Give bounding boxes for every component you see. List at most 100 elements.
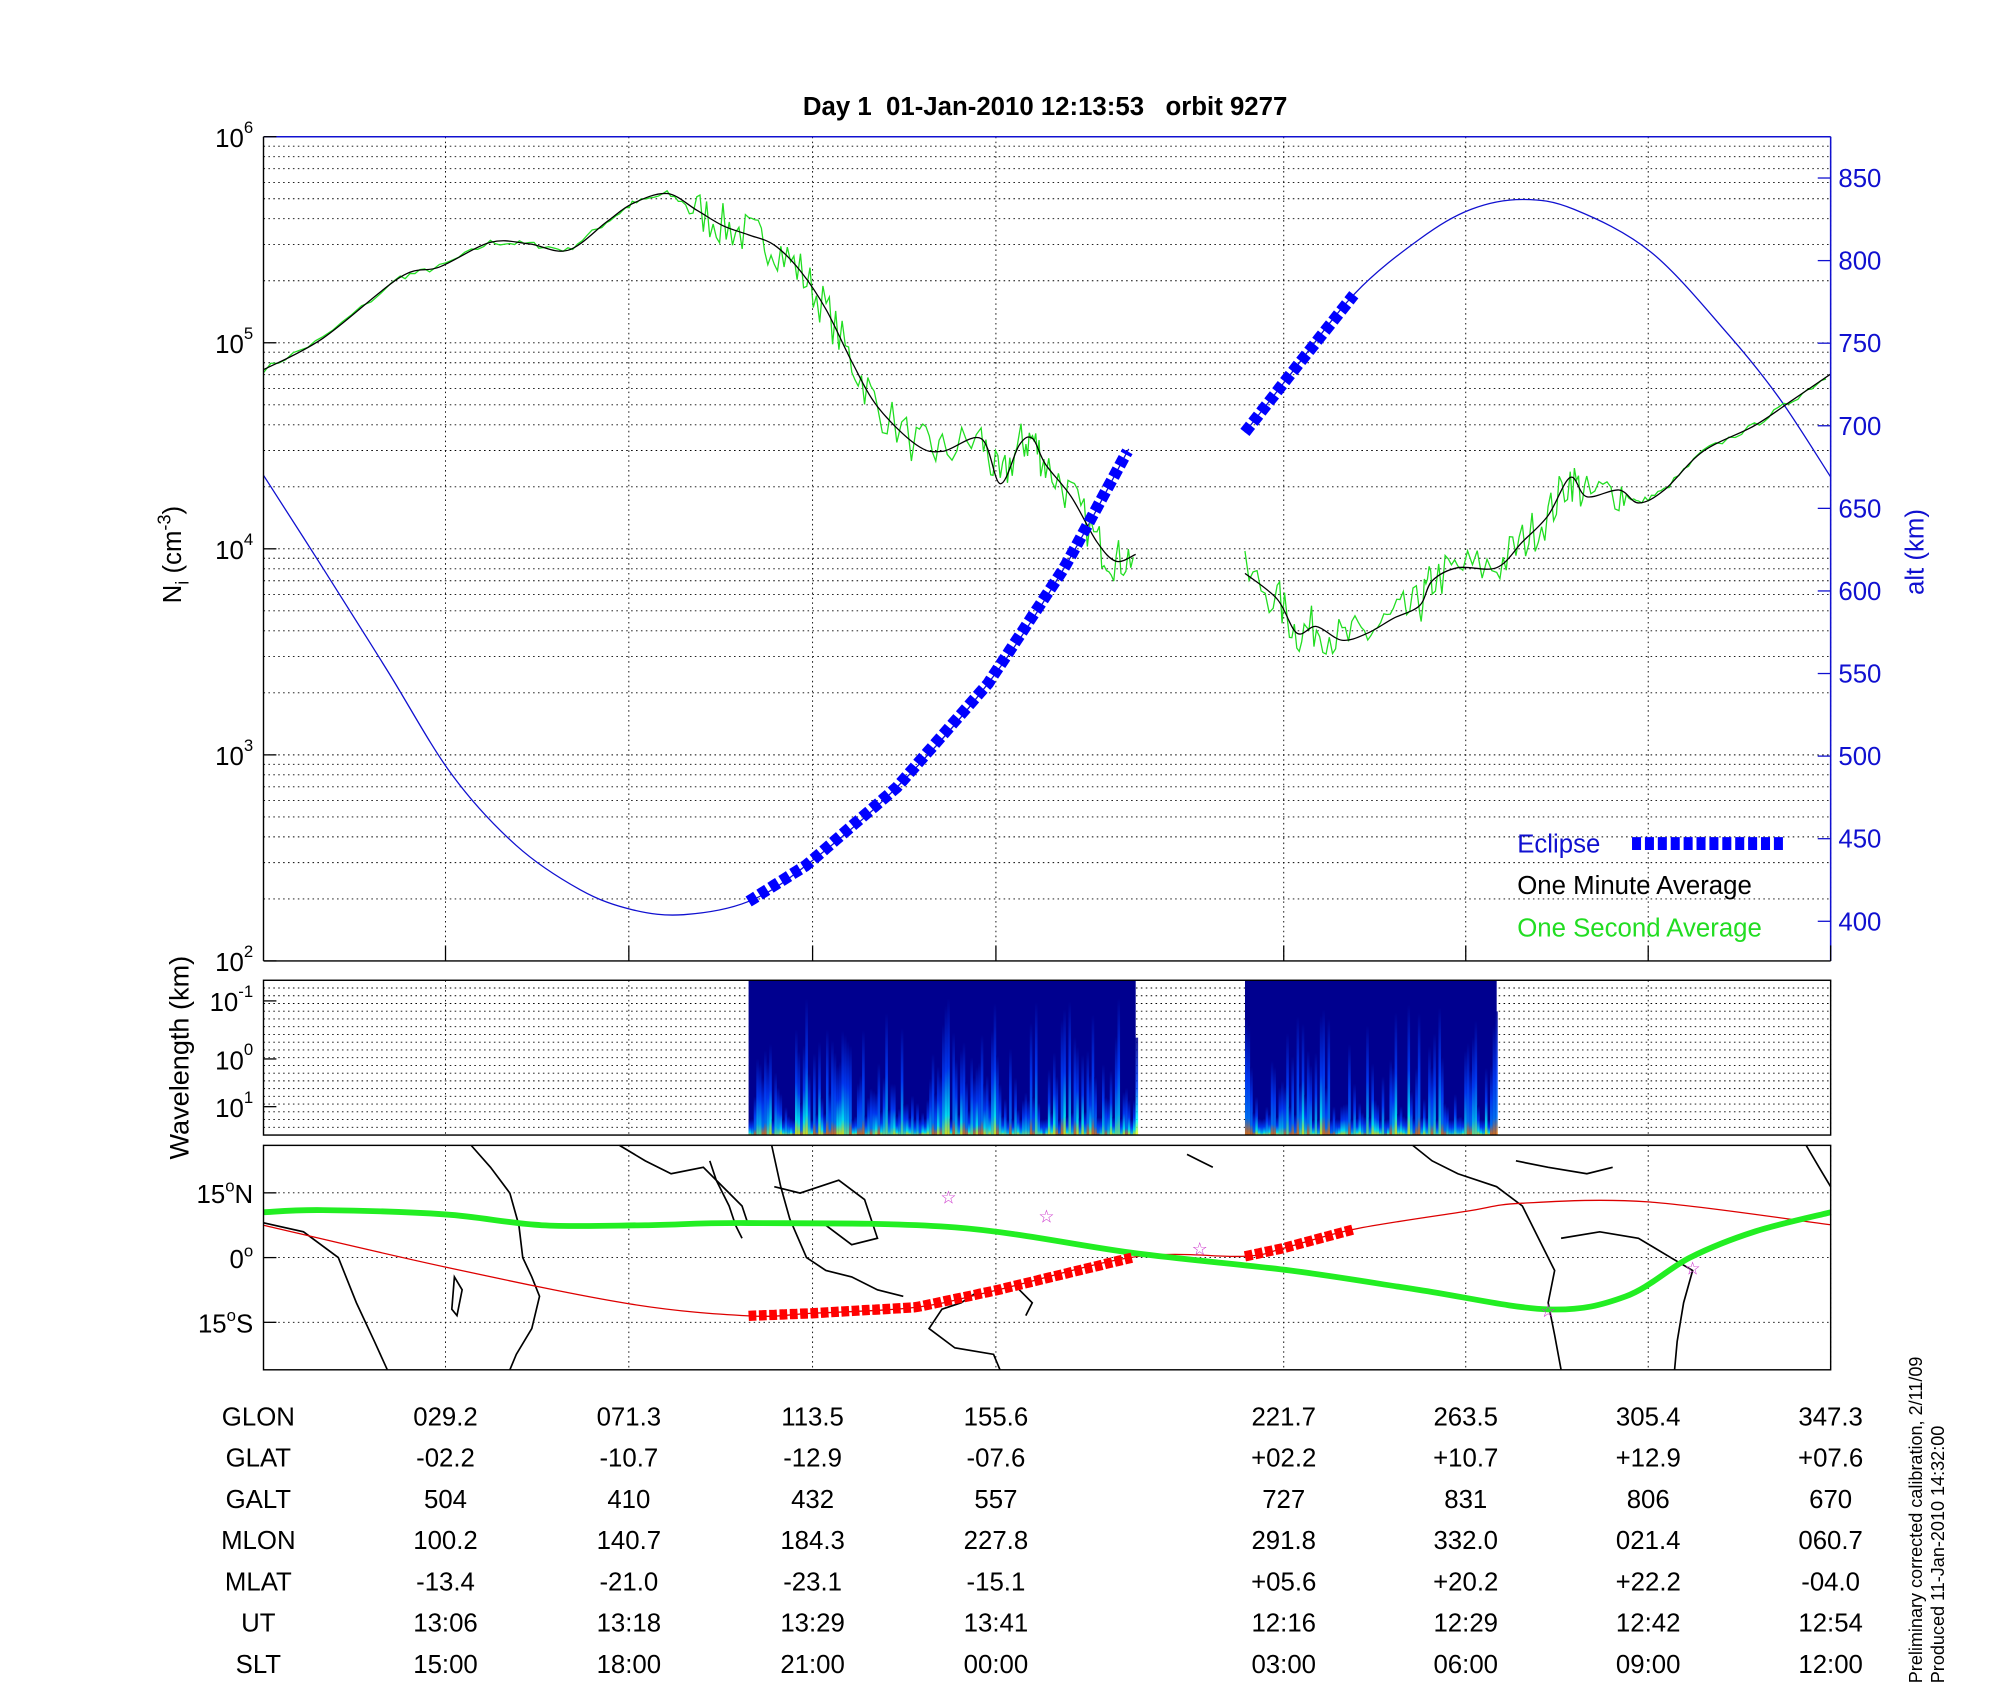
spectrogram-column (820, 1097, 824, 1136)
spectrogram-column (1446, 1106, 1449, 1136)
spectrogram-column (1065, 1116, 1069, 1136)
coastlines (263, 1144, 1832, 1371)
table-cell: 184.3 (780, 1527, 845, 1555)
table-cell: +20.2 (1433, 1568, 1498, 1596)
star-marker-icon: ☆ (1192, 1239, 1208, 1259)
spectrogram-column (782, 1119, 785, 1136)
lat-tick-label: 15oS (198, 1306, 253, 1339)
lat-tick-label: 15oN (197, 1177, 254, 1210)
spectrogram-column (916, 1102, 919, 1136)
table-cell: 09:00 (1616, 1651, 1681, 1679)
spectrogram-column (908, 1117, 912, 1136)
table-cell: -04.0 (1801, 1568, 1860, 1596)
spectrogram-column (1443, 1103, 1447, 1136)
table-cell: 831 (1444, 1486, 1487, 1514)
spectrogram-column (993, 1003, 997, 1136)
spectrogram-column (905, 1103, 909, 1136)
spectrogram-column (797, 1050, 801, 1136)
spectrogram-column (1109, 1070, 1113, 1136)
spectrogram-column (1019, 1119, 1023, 1136)
spectrogram-column (1366, 1025, 1369, 1136)
spectrogram-column (1099, 1117, 1102, 1136)
altitude-line (1244, 198, 1832, 478)
spectrogram-column (807, 1073, 811, 1136)
table-row: GLAT -02.2 -10.7 -12.9 -07.6 +02.2 +10.7 +12.9 +… (226, 1445, 1864, 1473)
spectrogram-y-tick-label: 100 (215, 1040, 253, 1075)
spectrogram-column (1281, 1080, 1284, 1136)
spectrogram-column (1086, 1050, 1090, 1136)
spectrogram-column (1474, 1020, 1478, 1136)
spectrogram-column (1104, 1096, 1108, 1136)
spectrogram-column (1132, 1099, 1136, 1136)
spectrogram-column (1309, 1065, 1313, 1136)
y2-tick-label: 600 (1838, 578, 1881, 606)
table-cell: 263.5 (1433, 1403, 1498, 1431)
spectrogram-column (1456, 1117, 1460, 1136)
spectrogram-column (862, 1030, 865, 1136)
spectrogram-column (1130, 1119, 1133, 1136)
one-minute-average-line (1244, 373, 1832, 642)
table-cell: 557 (974, 1486, 1017, 1514)
spectrogram-column (1394, 1012, 1398, 1136)
spectrogram-column (1089, 1075, 1092, 1136)
table-cell: 060.7 (1798, 1527, 1863, 1555)
table-row: GALT 504 410 432 557 727 831 806 670 (226, 1486, 1853, 1514)
spectrogram-column (823, 1113, 826, 1136)
spectrogram-column (1268, 1114, 1271, 1136)
spectrogram-column (779, 1093, 783, 1136)
spectrogram-column (936, 1066, 940, 1136)
spectrogram-column (815, 1113, 819, 1136)
spectrogram-column (1009, 1048, 1012, 1136)
spectrogram-column (1260, 1119, 1264, 1136)
spectrogram-column (1428, 1046, 1431, 1136)
spectrogram-column (1055, 1076, 1059, 1136)
spectrogram-column (1337, 1119, 1341, 1136)
y-tick-label: 106 (215, 118, 253, 153)
y2-tick-label: 750 (1838, 330, 1881, 358)
spectrogram-column (1032, 1097, 1035, 1136)
one-second-average-line (262, 189, 1134, 582)
spectrogram-column (1451, 1119, 1454, 1136)
table-cell: 021.4 (1616, 1527, 1681, 1555)
spectrogram-column (828, 1093, 832, 1136)
spectrogram-column (1350, 1119, 1354, 1136)
table-cell: 305.4 (1616, 1403, 1681, 1431)
y2-tick-label: 650 (1838, 495, 1881, 523)
spectrogram-column (1071, 1112, 1074, 1136)
spectrogram-column (1384, 1119, 1387, 1136)
y-tick-label: 104 (215, 530, 253, 565)
y2-tick-label: 500 (1838, 743, 1881, 771)
spectrogram-column (1441, 1057, 1444, 1136)
spectrogram-column (792, 1119, 796, 1136)
spectrogram-column (1482, 1119, 1485, 1136)
spectrogram-column (1052, 1052, 1056, 1136)
table-cell: 140.7 (597, 1527, 662, 1555)
spectrogram-column (869, 1088, 873, 1136)
spectrogram-column (1363, 1116, 1367, 1136)
spectrogram-column (1340, 1105, 1344, 1136)
table-cell: -12.9 (783, 1445, 842, 1473)
table-cell: -02.2 (416, 1445, 475, 1473)
table-cell: 291.8 (1251, 1527, 1316, 1555)
spectrogram-column (1273, 1066, 1276, 1136)
spectrogram-column (761, 1077, 765, 1136)
spectrogram-column (1453, 1094, 1457, 1136)
spectrogram-column (1122, 1091, 1126, 1136)
spectrogram-column (991, 1031, 994, 1136)
spectrogram-column (1492, 1025, 1496, 1136)
ion-density-panel: 102 103 104 105 106 400 450 500 550 600 650 700 750 8… (155, 118, 1930, 977)
spectrogram-column (1114, 1036, 1118, 1136)
y2-tick-label: 700 (1838, 413, 1881, 441)
spectrogram-column (1270, 1060, 1274, 1136)
spectrogram-column (952, 1032, 955, 1136)
spectrogram-column (1327, 1018, 1331, 1136)
table-cell: 029.2 (413, 1403, 478, 1431)
table-cell: 113.5 (781, 1403, 844, 1431)
spectrogram-column (1404, 1117, 1408, 1136)
spectrogram-column (1402, 1115, 1405, 1136)
y2-tick-label: 550 (1838, 661, 1881, 689)
table-cell: 15:00 (413, 1651, 478, 1679)
spectrogram-column (818, 1041, 821, 1136)
spectrogram-column (1479, 1119, 1483, 1136)
